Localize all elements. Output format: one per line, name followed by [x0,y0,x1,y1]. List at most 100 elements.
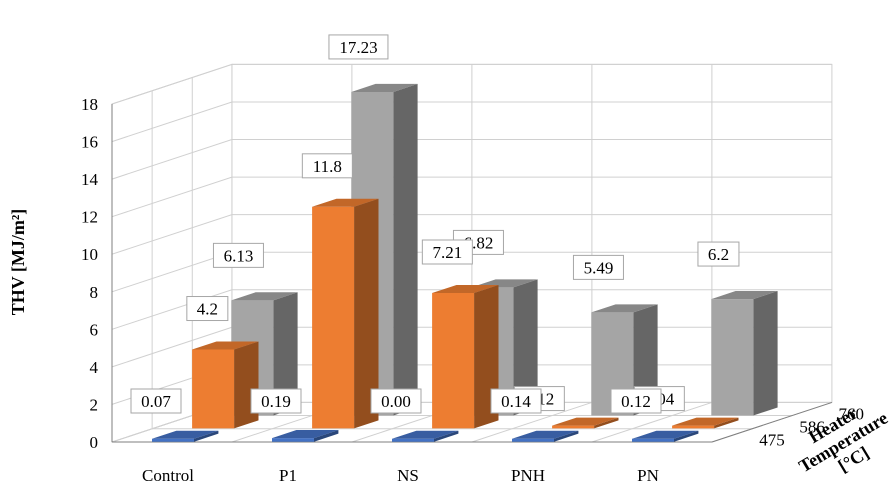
data-label-box [370,388,422,414]
data-label-586-Control: 4.2 [186,296,229,322]
y-tick-label: 4 [90,358,99,377]
y-tick-label: 10 [81,245,98,264]
data-label-box [421,239,473,265]
data-label-box [490,388,542,414]
bar-top [711,291,778,300]
bar-586-PNH [552,417,619,429]
bar-475-P1 [272,430,339,442]
bar-front [512,438,554,442]
bar-top [312,198,379,207]
category-label: PNH [511,466,545,485]
bar-top [512,430,579,439]
category-label: P1 [279,466,297,485]
bar-front [552,425,595,429]
data-label-760-Control: 6.13 [212,242,264,268]
floor-col-line-3 [471,401,593,443]
bar-side [354,198,379,429]
data-label-text: 11.8 [313,157,342,176]
bar-586-PN [672,417,739,429]
bar-front [432,293,475,429]
bar-front [672,425,715,429]
data-label-box [452,229,504,255]
bar-top [231,292,298,301]
y-tick-label: 2 [90,395,99,414]
bar-front [192,349,235,429]
bar-top [432,285,499,293]
data-label-text: 0.00 [381,392,411,411]
bar-side [554,430,579,442]
bar-top [591,304,658,313]
data-label-box [212,242,264,268]
y-tick-label: 6 [90,320,99,339]
bar-top [552,417,619,426]
y-tick-label: 16 [81,133,98,152]
bar-475-Control [152,430,219,442]
bar-side [194,430,219,442]
bar-front [272,438,314,442]
y-tick-labels: 0 2 4 6 8 10 12 14 16 18 [81,95,99,452]
y-tick-label: 14 [81,170,99,189]
data-label-760-P1: 17.23 [328,34,389,60]
bar-front [632,438,674,442]
bar-475-NS [392,430,459,442]
data-label-760-PN: 6.2 [697,241,740,267]
depth-axis-title: Heater Temperature [°C] [795,403,890,477]
bar-side [393,83,418,416]
bar-side [714,417,739,429]
data-label-586-NS: 7.21 [421,239,473,265]
data-label-text: 0.19 [261,392,291,411]
data-labels-layer: 6.1317.236.825.496.24.211.87.210.120.040… [130,34,740,414]
category-label: NS [397,466,419,485]
bar-475-PNH [512,430,579,442]
bar-side [273,292,298,416]
data-label-box [697,241,740,267]
depth-labels: 475 586 760 [759,404,864,449]
bar-front [312,206,355,429]
depth-label: 760 [838,404,864,423]
depth-axis-line [711,401,833,443]
bar-top [152,430,219,439]
y-tick-label: 12 [81,208,98,227]
bar-475-PN [632,430,699,442]
data-label-text: 7.21 [432,243,462,262]
data-label-box [610,388,662,414]
bar-front [152,438,194,442]
data-label-475-P1: 0.19 [250,388,302,414]
data-label-760-NS: 6.82 [452,229,504,255]
y-tick-label: 8 [90,283,99,302]
bar-side [753,291,778,416]
bar-586-P1 [312,198,379,429]
data-label-text: 6.13 [224,246,254,265]
data-label-box [130,388,182,414]
data-label-475-PNH: 0.14 [490,388,542,414]
data-label-475-NS: 0.00 [370,388,422,414]
data-label-760-PNH: 5.49 [572,254,624,280]
data-label-box [186,296,229,322]
category-label: Control [142,466,194,485]
floor-col-line-4 [591,401,713,443]
data-label-box [572,254,624,280]
bar-side [434,430,459,442]
data-label-text: 6.2 [708,245,729,264]
bar-760-PN [711,291,778,416]
y-axis-title: THV [MJ/m²] [8,209,28,316]
category-labels: Control P1 NS PNH PN [142,466,659,485]
y-tick-label: 18 [81,95,98,114]
data-label-box [301,153,353,179]
data-label-475-Control: 0.07 [130,388,182,414]
bar-586-Control [192,341,259,429]
data-label-text: 5.49 [584,258,614,277]
bar-side [594,417,619,429]
bar-side [513,279,538,416]
bar-top [272,430,339,439]
depth-label: 586 [799,417,825,436]
bar-top [192,341,259,350]
bar-top [351,83,418,92]
depth-label: 475 [759,431,785,450]
bar-top [632,430,699,439]
data-label-text: 17.23 [339,38,377,57]
data-label-475-PN: 0.12 [610,388,662,414]
bar-586-NS [432,285,499,429]
